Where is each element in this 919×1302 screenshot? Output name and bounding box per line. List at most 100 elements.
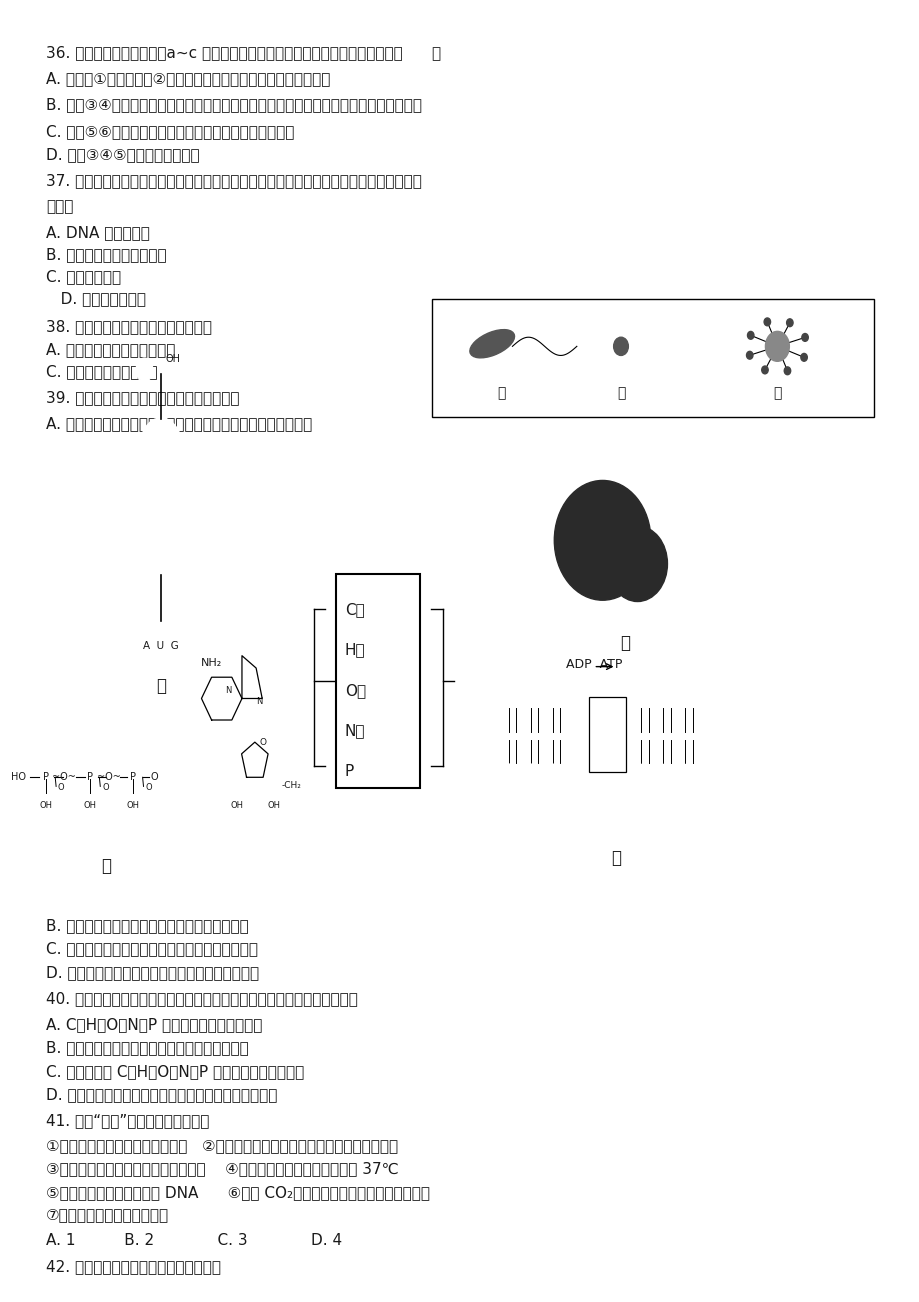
Text: A. 1          B. 2             C. 3             D. 4: A. 1 B. 2 C. 3 D. 4	[46, 1233, 342, 1249]
Text: 39. 下列有关细胞全能性的叙述，不正确的是: 39. 下列有关细胞全能性的叙述，不正确的是	[46, 391, 239, 406]
Text: 42. 下列关于人体细胞的叙述，错误的是: 42. 下列关于人体细胞的叙述，错误的是	[46, 1259, 221, 1275]
Ellipse shape	[613, 337, 628, 355]
Circle shape	[528, 763, 540, 781]
Text: B. 甲物质中含有氢键，丙物质中含有高能磷酸键: B. 甲物质中含有氢键，丙物质中含有高能磷酸键	[46, 1040, 248, 1056]
Text: ⑤细胞内的遗传物质一定是 DNA      ⑥产生 CO₂一定不是无氧呼吸产生乳酸的过程: ⑤细胞内的遗传物质一定是 DNA ⑥产生 CO₂一定不是无氧呼吸产生乳酸的过程	[46, 1185, 429, 1200]
Ellipse shape	[606, 327, 636, 366]
Text: HO: HO	[11, 772, 26, 783]
Text: ③没有细胞结构的生物一定是原核生物    ④酶催化作用的最适温度一定是 37℃: ③没有细胞结构的生物一定是原核生物 ④酶催化作用的最适温度一定是 37℃	[46, 1161, 398, 1177]
Text: 酶: 酶	[603, 724, 610, 737]
Ellipse shape	[783, 367, 789, 375]
Text: O: O	[145, 783, 152, 792]
Text: B. 细胞③④均来源于早期胚胎细胞的有丝分裂，遗传物质相同，因此将分化为相同的细胞: B. 细胞③④均来源于早期胚胎细胞的有丝分裂，遗传物质相同，因此将分化为相同的细…	[46, 98, 422, 113]
Text: D. 被细菌侵染的细胞: D. 被细菌侵染的细胞	[460, 365, 554, 380]
Text: ①光合作用一定要在叶绿体中进行   ②有氧呼吸的第二、三阶段一定在线粒体中进行: ①光合作用一定要在叶绿体中进行 ②有氧呼吸的第二、三阶段一定在线粒体中进行	[46, 1138, 398, 1154]
Text: ~O~: ~O~	[96, 772, 120, 783]
Circle shape	[136, 358, 153, 381]
Text: A. C、H、O、N、P 属于组成细胞的大量元素: A. C、H、O、N、P 属于组成细胞的大量元素	[46, 1017, 262, 1032]
Text: OH: OH	[84, 801, 96, 810]
Bar	[432, 299, 873, 417]
Text: 38. 下列细胞中，可能已发生癌变的是: 38. 下列细胞中，可能已发生癌变的是	[46, 319, 211, 335]
Ellipse shape	[800, 353, 807, 361]
Text: A. 细胞膜上糖蛋白减少的细胞: A. 细胞膜上糖蛋白减少的细胞	[46, 342, 176, 358]
Text: B. 生物体内的细胞由于细胞分化全能性不能表达: B. 生物体内的细胞由于细胞分化全能性不能表达	[46, 918, 248, 934]
Text: 丁: 丁	[611, 849, 620, 867]
Text: 37. 图中甲、乙、丙分别表示某人体内的几种细胞，它们的形态结构和功能各不相同的根本: 37. 图中甲、乙、丙分别表示某人体内的几种细胞，它们的形态结构和功能各不相同的…	[46, 173, 422, 189]
Ellipse shape	[745, 352, 752, 359]
Text: OH: OH	[267, 801, 280, 810]
Text: B. 遗传信息的执行情况不同: B. 遗传信息的执行情况不同	[46, 247, 166, 263]
Text: 原因是: 原因是	[46, 199, 74, 215]
Circle shape	[505, 763, 518, 781]
Text: 41. 有关“一定”的说法正确的有几项: 41. 有关“一定”的说法正确的有几项	[46, 1113, 210, 1129]
Circle shape	[682, 763, 695, 781]
Text: OH: OH	[127, 801, 140, 810]
Text: P: P	[130, 772, 136, 783]
Circle shape	[505, 690, 518, 708]
Circle shape	[638, 763, 651, 781]
Text: A  U  G: A U G	[143, 641, 178, 651]
Text: 36. 图为各个时期的细胞，a~c 表示细胞所进行的生理过程。下列叙述正确的是（      ）: 36. 图为各个时期的细胞，a~c 表示细胞所进行的生理过程。下列叙述正确的是（…	[46, 46, 440, 61]
Text: B. 细胞核增大的细胞: B. 细胞核增大的细胞	[460, 342, 552, 358]
Text: O、: O、	[345, 682, 366, 698]
Ellipse shape	[186, 497, 224, 575]
Bar	[335, 573, 420, 789]
Circle shape	[550, 763, 562, 781]
Text: -CH₂: -CH₂	[281, 781, 301, 790]
Circle shape	[528, 690, 540, 708]
Text: N、: N、	[345, 724, 365, 738]
Text: 丙: 丙	[772, 387, 781, 401]
Text: O: O	[259, 738, 267, 747]
Ellipse shape	[470, 329, 514, 358]
Text: P: P	[142, 363, 147, 372]
Text: O: O	[102, 783, 108, 792]
Ellipse shape	[746, 332, 753, 340]
Text: 丙: 丙	[101, 857, 110, 875]
Text: D. 线粒体结构不同: D. 线粒体结构不同	[46, 292, 146, 307]
Text: D. 甲、乙、丙三种物质或结构参与了丁结构中酶的合成: D. 甲、乙、丙三种物质或结构参与了丁结构中酶的合成	[46, 1087, 277, 1103]
Ellipse shape	[764, 318, 770, 326]
Circle shape	[638, 690, 651, 708]
Circle shape	[660, 690, 673, 708]
Text: C. 遗传物质不同: C. 遗传物质不同	[46, 270, 121, 285]
Text: OH: OH	[231, 801, 244, 810]
Text: O: O	[151, 772, 158, 783]
Text: D. 细胞③④⑤内的遗传物质不同: D. 细胞③④⑤内的遗传物质不同	[46, 147, 199, 163]
Text: 40. 如图甲、乙、丙、丁代表细胞中的物质或结构。下列分析中不合理的是: 40. 如图甲、乙、丙、丁代表细胞中的物质或结构。下列分析中不合理的是	[46, 991, 357, 1006]
Text: A. DNA 的结构不同: A. DNA 的结构不同	[46, 225, 150, 241]
Text: 乙: 乙	[620, 634, 630, 652]
Text: OH: OH	[165, 354, 180, 365]
Bar	[588, 697, 625, 772]
Circle shape	[660, 763, 673, 781]
Ellipse shape	[97, 497, 136, 575]
Text: A. 与细胞①相比，细胞②的相对表面积增大，物质运输的效率增强: A. 与细胞①相比，细胞②的相对表面积增大，物质运输的效率增强	[46, 72, 330, 87]
Ellipse shape	[801, 333, 808, 341]
Text: A. 克隆羊的诞生证明了已分化的动物细胞的细胞核仍具有全能性: A. 克隆羊的诞生证明了已分化的动物细胞的细胞核仍具有全能性	[46, 417, 312, 432]
Circle shape	[550, 690, 562, 708]
Text: 甲: 甲	[156, 677, 165, 695]
Text: C、: C、	[345, 602, 364, 617]
Text: O: O	[58, 783, 64, 792]
Text: P: P	[87, 772, 93, 783]
Text: ADP  ATP: ADP ATP	[565, 658, 621, 671]
Text: C. 乙、丁中由 C、H、O、N、P 组成的化合物种类相同: C. 乙、丁中由 C、H、O、N、P 组成的化合物种类相同	[46, 1064, 304, 1079]
Text: ⑦有水生成一定不是无氧呼吸: ⑦有水生成一定不是无氧呼吸	[46, 1207, 169, 1223]
Ellipse shape	[761, 366, 767, 374]
Text: N: N	[225, 686, 231, 695]
Text: OH: OH	[40, 801, 52, 810]
Text: NH₂: NH₂	[200, 658, 222, 668]
Ellipse shape	[139, 418, 183, 486]
Ellipse shape	[765, 331, 789, 361]
Ellipse shape	[607, 526, 667, 602]
Text: 乙: 乙	[616, 387, 625, 401]
Text: P: P	[345, 763, 354, 779]
Circle shape	[682, 690, 695, 708]
Ellipse shape	[591, 309, 651, 384]
Text: C. 自由水含量减少的细胞: C. 自由水含量减少的细胞	[46, 365, 157, 380]
Text: N: N	[256, 697, 262, 706]
Text: P: P	[43, 772, 49, 783]
Text: H、: H、	[345, 643, 365, 658]
Text: D. 植物细胞在一定条件下离体培养能表现出全能性: D. 植物细胞在一定条件下离体培养能表现出全能性	[46, 965, 259, 980]
Text: C. 细胞⑤⑥发生了细胞分化，这是基因选择性表达的结果: C. 细胞⑤⑥发生了细胞分化，这是基因选择性表达的结果	[46, 124, 294, 139]
Ellipse shape	[786, 319, 792, 327]
